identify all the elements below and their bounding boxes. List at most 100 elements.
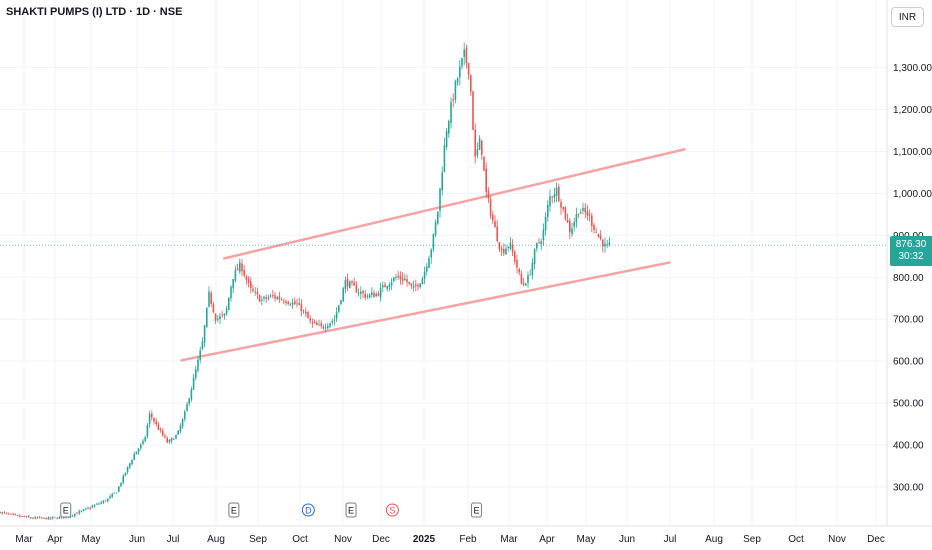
candle-body: [353, 282, 355, 286]
candle-body: [511, 244, 514, 253]
candle-body: [516, 259, 518, 268]
candle-body: [507, 246, 509, 248]
y-tick-label: 600.00: [893, 357, 924, 368]
candle-body: [580, 212, 582, 214]
candle-body: [463, 49, 465, 57]
x-tick-label: Sep: [249, 534, 267, 545]
trend-channel[interactable]: [180, 148, 686, 362]
candle-body: [344, 279, 347, 289]
candle-body: [131, 459, 133, 464]
candle-body: [547, 204, 549, 217]
candle-body: [100, 502, 102, 504]
event-marker-S[interactable]: [385, 503, 399, 517]
x-tick-label: Aug: [705, 534, 723, 545]
candle-body: [195, 369, 197, 378]
candle-body: [327, 325, 329, 329]
candle-body: [285, 301, 287, 304]
candle-body: [115, 492, 118, 494]
x-tick-label: Aug: [207, 534, 225, 545]
x-tick-label: Mar: [500, 534, 518, 545]
event-marker-E[interactable]: [60, 502, 72, 518]
event-marker-E[interactable]: [470, 502, 482, 518]
symbol-title[interactable]: SHAKTI PUMPS (I) LTD · 1D · NSE: [6, 6, 183, 18]
candle-body: [525, 283, 527, 286]
candle-body: [177, 430, 179, 435]
candle-body: [551, 196, 553, 198]
channel-line-upper[interactable]: [222, 148, 686, 260]
x-tick-label: May: [577, 534, 596, 545]
time-axis[interactable]: Mar Apr May Jun Jul Aug Sep Oct Nov Dec 2025 Feb Mar…: [0, 525, 932, 545]
candle-body: [423, 271, 426, 279]
candle-body: [234, 270, 237, 281]
candle-body: [404, 278, 406, 281]
candle-body: [430, 249, 432, 258]
candle-body: [470, 75, 472, 92]
candle-body: [12, 513, 14, 515]
candle-body: [78, 511, 80, 514]
candlesticks: [0, 42, 611, 521]
event-marker-D[interactable]: [301, 503, 315, 517]
candle-body: [450, 101, 452, 123]
candle-body: [0, 511, 1, 514]
candle-body: [47, 517, 50, 520]
candle-body: [307, 312, 309, 319]
y-tick-label: 300.00: [893, 483, 924, 494]
candle-body: [509, 242, 512, 249]
candle-body: [474, 129, 476, 157]
candle-body: [452, 99, 454, 101]
candle-body: [540, 241, 542, 244]
candle-body: [549, 196, 551, 207]
candle-body: [21, 516, 23, 517]
last-price-badge: 876.30 30:32: [890, 236, 932, 266]
candle-body: [74, 513, 76, 517]
candle-body: [377, 293, 380, 296]
candle-body: [155, 421, 157, 425]
candle-body: [133, 454, 135, 460]
candle-body: [49, 517, 52, 519]
candle-body: [170, 438, 173, 441]
event-marker-E[interactable]: [345, 502, 357, 518]
candle-body: [221, 314, 223, 316]
candle-body: [56, 517, 58, 519]
bar-countdown: 30:32: [898, 251, 924, 262]
channel-line-lower[interactable]: [180, 261, 671, 362]
x-tick-label: Jun: [129, 534, 145, 545]
candle-body: [331, 321, 333, 323]
x-tick-label: Nov: [828, 534, 846, 545]
x-tick-label: Nov: [334, 534, 352, 545]
candle-body: [71, 515, 74, 517]
y-tick-label: 500.00: [893, 399, 924, 410]
candle-body: [120, 482, 122, 487]
x-tick-label: 2025: [413, 534, 436, 545]
candle-body: [52, 517, 54, 519]
candle-body: [382, 285, 384, 288]
candle-body: [371, 292, 373, 295]
candle-body: [555, 187, 558, 197]
y-tick-label: 1,300.00: [893, 63, 932, 74]
candle-body: [225, 308, 228, 314]
event-marker-label: D: [305, 506, 312, 516]
currency-button[interactable]: INR: [891, 7, 924, 27]
candle-body: [577, 213, 580, 215]
candle-body: [186, 404, 188, 412]
candle-body: [324, 327, 327, 329]
candle-body: [263, 296, 265, 299]
candle-body: [203, 325, 206, 343]
candle-body: [441, 172, 443, 191]
candle-body: [45, 517, 47, 520]
candle-body: [542, 229, 545, 240]
candle-body: [544, 216, 547, 231]
candle-body: [153, 418, 155, 422]
candle-body: [522, 282, 525, 285]
event-marker-E[interactable]: [228, 502, 240, 518]
x-tick-label: Dec: [867, 534, 885, 545]
candle-body: [230, 286, 232, 299]
candle-body: [107, 498, 109, 502]
candle-body: [296, 303, 298, 305]
candle-body: [32, 517, 34, 519]
candle-body: [318, 324, 320, 326]
candle-body: [23, 516, 25, 517]
candle-body: [276, 297, 278, 300]
candle-body: [505, 248, 507, 255]
